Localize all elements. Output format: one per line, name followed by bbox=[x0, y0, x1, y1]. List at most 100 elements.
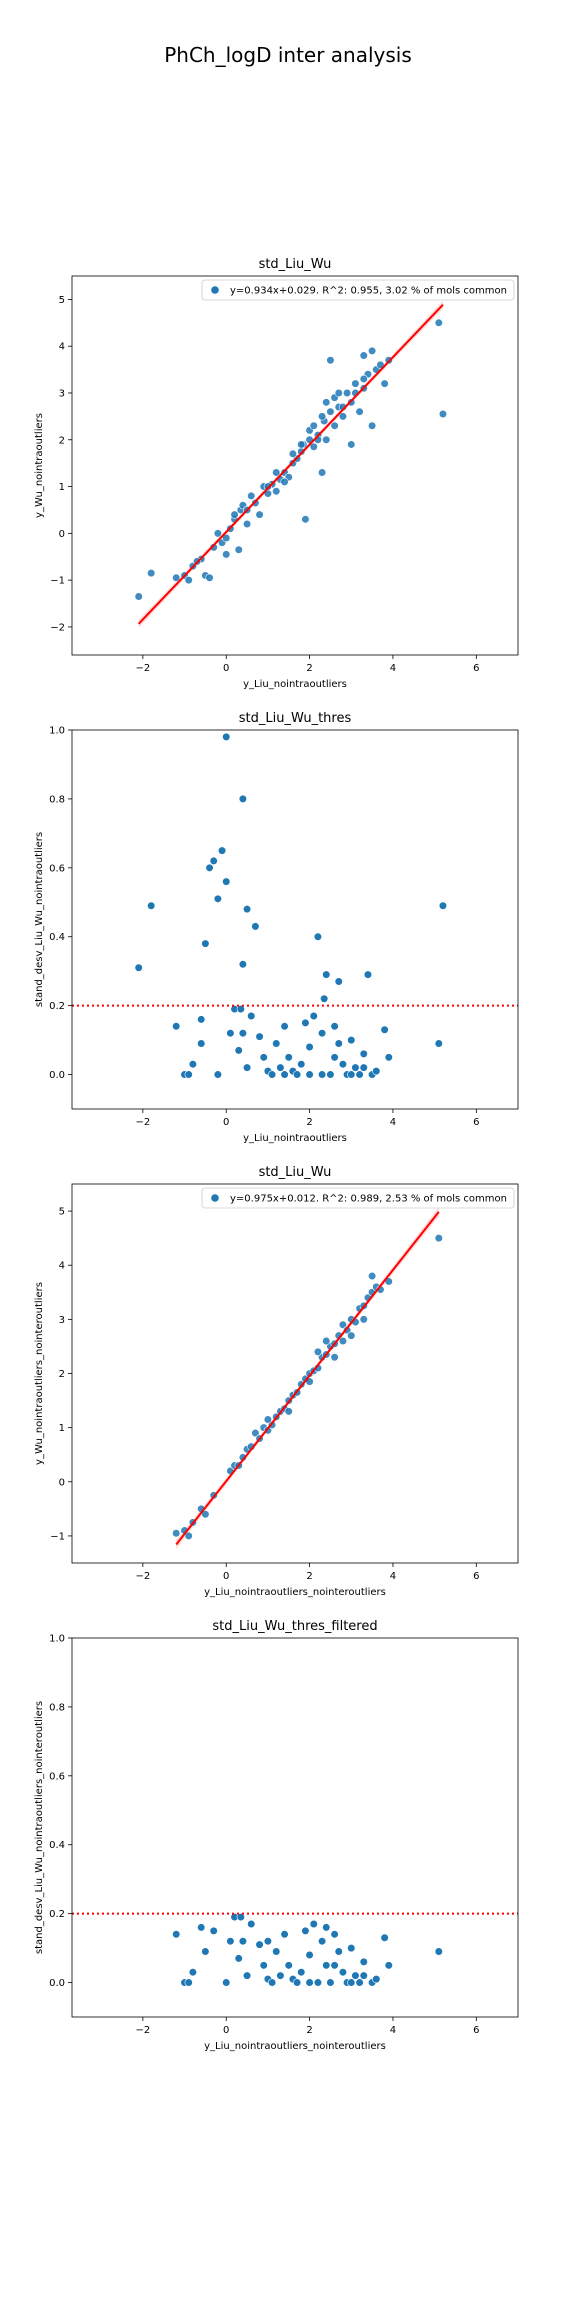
data-point bbox=[222, 533, 231, 543]
x-tick-label: −2 bbox=[135, 2025, 150, 2036]
data-point bbox=[184, 576, 193, 585]
data-point bbox=[317, 412, 327, 421]
y-tick-label: 2 bbox=[59, 1369, 65, 1380]
data-point bbox=[309, 421, 318, 430]
data-point bbox=[263, 1415, 273, 1424]
axes-frame bbox=[71, 275, 519, 656]
data-point bbox=[292, 1070, 302, 1079]
data-point bbox=[301, 1018, 310, 1027]
y-tick-label: −1 bbox=[50, 576, 65, 587]
data-point bbox=[259, 1961, 268, 1970]
data-point bbox=[280, 1022, 289, 1031]
data-point bbox=[292, 1978, 302, 1987]
legend-entry: y=0.934x+0.029. R^2: 0.955, 3.02 % of mo… bbox=[230, 286, 507, 297]
data-point bbox=[434, 318, 443, 327]
data-point bbox=[334, 388, 343, 398]
data-point bbox=[272, 1947, 281, 1956]
data-point bbox=[297, 1060, 306, 1069]
data-point bbox=[359, 374, 368, 384]
y-tick-label: 3 bbox=[59, 388, 65, 399]
data-point bbox=[267, 1070, 277, 1079]
data-point bbox=[301, 515, 310, 524]
figure-suptitle: PhCh_logD inter analysis bbox=[164, 43, 412, 67]
data-point bbox=[434, 1947, 443, 1956]
data-point bbox=[236, 1912, 245, 1922]
data-point bbox=[347, 1035, 356, 1045]
data-point bbox=[255, 510, 264, 519]
data-point bbox=[434, 1039, 443, 1048]
data-point bbox=[355, 1070, 364, 1079]
data-point bbox=[147, 901, 156, 910]
y-tick-label: 5 bbox=[59, 1207, 65, 1218]
y-tick-label: 4 bbox=[59, 1261, 65, 1272]
x-tick-label: 4 bbox=[390, 663, 396, 674]
axes-frame bbox=[71, 729, 519, 1110]
data-point bbox=[230, 510, 239, 519]
data-point bbox=[338, 1968, 348, 1977]
data-point bbox=[334, 1947, 343, 1956]
data-point bbox=[213, 529, 222, 538]
data-point bbox=[322, 1923, 331, 1932]
data-point bbox=[242, 519, 252, 529]
data-point bbox=[188, 1968, 197, 1977]
data-point bbox=[213, 1070, 222, 1079]
data-point bbox=[338, 1320, 348, 1329]
y-tick-label: 2 bbox=[59, 435, 65, 446]
data-point bbox=[317, 1029, 327, 1038]
data-point bbox=[330, 1961, 339, 1970]
data-point bbox=[238, 960, 247, 969]
data-point bbox=[238, 1937, 247, 1946]
axes-frame bbox=[71, 1183, 519, 1564]
data-point bbox=[343, 388, 352, 398]
data-point bbox=[322, 398, 331, 407]
data-point bbox=[372, 1066, 381, 1076]
data-point bbox=[317, 1070, 327, 1079]
data-point bbox=[434, 1234, 443, 1243]
data-point bbox=[305, 1070, 314, 1079]
y-axis-label: y_Wu_nointraoutliers bbox=[34, 413, 45, 518]
data-point bbox=[276, 1063, 285, 1072]
data-point bbox=[309, 1011, 318, 1021]
data-point bbox=[380, 1933, 389, 1942]
data-point bbox=[347, 1070, 356, 1079]
x-axis-label: y_Liu_nointraoutliers_nointeroutliers bbox=[204, 1587, 386, 1598]
x-tick-label: 0 bbox=[223, 663, 229, 674]
data-point bbox=[330, 1353, 339, 1362]
data-point bbox=[359, 351, 368, 360]
data-point bbox=[338, 1336, 348, 1346]
data-point bbox=[384, 1961, 393, 1970]
x-tick-label: 6 bbox=[473, 663, 479, 674]
data-point bbox=[334, 1039, 343, 1048]
data-point bbox=[222, 1978, 231, 1987]
data-point bbox=[272, 468, 281, 477]
data-point bbox=[280, 477, 289, 486]
data-point bbox=[201, 1947, 210, 1956]
data-point bbox=[322, 1336, 331, 1346]
data-point bbox=[188, 1060, 197, 1069]
data-point bbox=[213, 894, 222, 903]
data-point bbox=[147, 569, 156, 578]
data-point bbox=[363, 970, 373, 979]
data-point bbox=[368, 346, 377, 355]
data-point bbox=[172, 1022, 181, 1031]
data-point bbox=[226, 1937, 235, 1946]
data-point bbox=[242, 1971, 252, 1980]
data-point bbox=[368, 421, 377, 430]
data-point bbox=[134, 963, 143, 972]
data-point bbox=[347, 1943, 356, 1953]
chart-title: std_Liu_Wu bbox=[259, 1165, 332, 1180]
y-tick-label: 0.0 bbox=[49, 1070, 65, 1081]
data-point bbox=[276, 1971, 285, 1980]
data-point bbox=[343, 1326, 352, 1335]
y-tick-label: 1.0 bbox=[49, 726, 65, 737]
data-point bbox=[263, 482, 273, 491]
data-point bbox=[351, 1063, 360, 1072]
regression-line bbox=[175, 1211, 440, 1546]
data-point bbox=[438, 901, 448, 910]
data-point bbox=[184, 1070, 193, 1079]
x-tick-label: 4 bbox=[390, 1117, 396, 1128]
x-tick-label: 6 bbox=[473, 1571, 479, 1582]
data-point bbox=[172, 1930, 181, 1939]
data-point bbox=[301, 1926, 310, 1935]
x-tick-label: 6 bbox=[473, 2025, 479, 2036]
